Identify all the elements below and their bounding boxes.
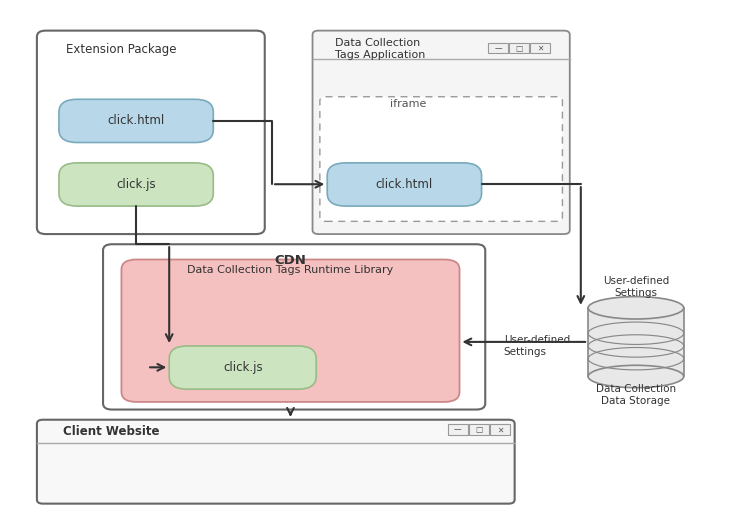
FancyBboxPatch shape — [469, 425, 489, 435]
FancyBboxPatch shape — [327, 163, 482, 206]
Text: iframe: iframe — [390, 99, 426, 110]
Text: Data Collection Tags Runtime Library: Data Collection Tags Runtime Library — [188, 265, 394, 275]
FancyBboxPatch shape — [320, 97, 562, 222]
FancyBboxPatch shape — [488, 43, 508, 53]
FancyBboxPatch shape — [122, 260, 460, 402]
FancyBboxPatch shape — [59, 99, 213, 143]
Text: User-defined
Settings: User-defined Settings — [504, 335, 570, 357]
Ellipse shape — [588, 365, 684, 388]
Text: □: □ — [515, 44, 523, 52]
FancyBboxPatch shape — [37, 31, 265, 234]
Text: ✕: ✕ — [537, 44, 544, 52]
Text: click.html: click.html — [376, 177, 433, 190]
Text: click.js: click.js — [223, 361, 262, 374]
FancyBboxPatch shape — [37, 420, 514, 503]
FancyBboxPatch shape — [313, 31, 570, 234]
Text: User-defined
Settings: User-defined Settings — [603, 276, 669, 298]
Text: CDN: CDN — [274, 254, 307, 267]
FancyBboxPatch shape — [170, 346, 316, 389]
Text: —: — — [494, 44, 502, 52]
Text: —: — — [454, 425, 461, 434]
Polygon shape — [588, 308, 684, 376]
Text: Data Collection
Tags Application: Data Collection Tags Application — [334, 38, 425, 60]
FancyBboxPatch shape — [103, 244, 485, 409]
Text: ✕: ✕ — [496, 425, 503, 434]
FancyBboxPatch shape — [530, 43, 550, 53]
FancyBboxPatch shape — [509, 43, 530, 53]
Text: click.html: click.html — [107, 114, 165, 127]
Text: □: □ — [476, 425, 482, 434]
Text: Extension Package: Extension Package — [66, 44, 177, 57]
Text: Data Collection
Data Storage: Data Collection Data Storage — [596, 384, 676, 406]
FancyBboxPatch shape — [490, 425, 510, 435]
FancyBboxPatch shape — [59, 163, 213, 206]
Ellipse shape — [588, 297, 684, 319]
FancyBboxPatch shape — [448, 425, 467, 435]
Text: Client Website: Client Website — [62, 425, 159, 438]
Text: click.js: click.js — [116, 177, 156, 190]
